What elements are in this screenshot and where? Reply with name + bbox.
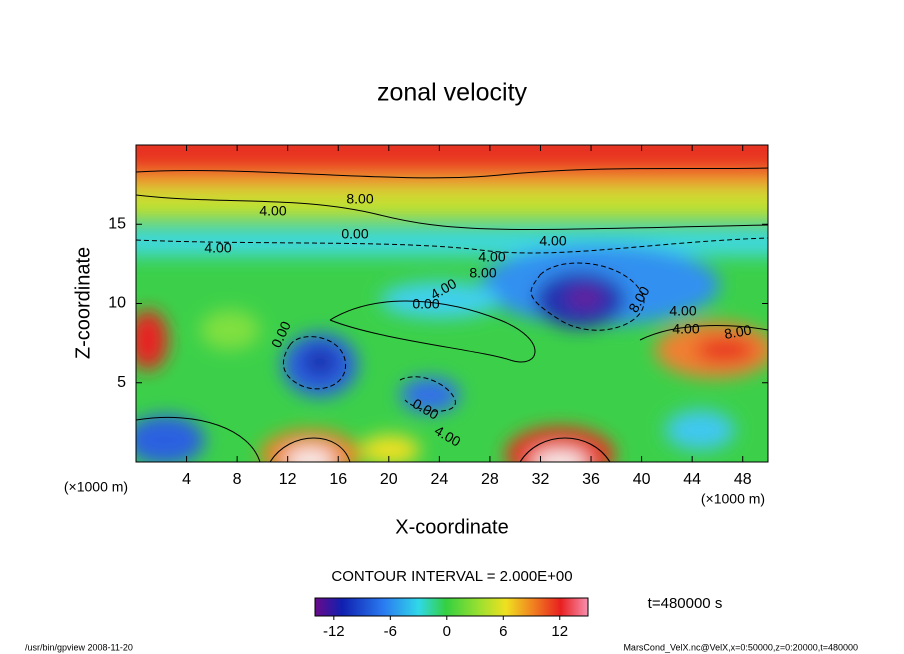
x-unit: (×1000 m) [64, 479, 128, 495]
contour-label: 4.00 [539, 233, 566, 249]
x-tick-label: 32 [532, 471, 550, 488]
x-tick-label: 16 [329, 471, 347, 488]
contour-label: 4.00 [478, 249, 505, 265]
x-tick-label: 4 [182, 471, 191, 488]
contour-label: 4.00 [204, 240, 231, 256]
chart-title: zonal velocity [377, 79, 528, 107]
contour-label: 8.00 [346, 191, 373, 207]
contour-label: 0.00 [412, 296, 439, 312]
contour-label: 4.00 [672, 321, 699, 337]
x-axis-label: X-coordinate [395, 516, 508, 538]
colorbar-tick-label: -6 [384, 623, 397, 640]
contour-label: 4.00 [259, 203, 286, 219]
contour-label: 0.00 [341, 226, 368, 242]
contour-interval: CONTOUR INTERVAL = 2.000E+00 [331, 568, 572, 585]
x-tick-label: 24 [430, 471, 448, 488]
x-tick-label: 40 [633, 471, 651, 488]
footer-left: /usr/bin/gpview 2008-11-20 [25, 642, 133, 652]
time-label: t=480000 s [648, 595, 723, 612]
x-tick-label: 36 [582, 471, 600, 488]
x-tick-label: 20 [380, 471, 398, 488]
x-unit: (×1000 m) [701, 491, 765, 507]
colorbar-tick-label: 12 [551, 623, 568, 640]
x-tick-label: 28 [481, 471, 499, 488]
y-axis-label: Z-coordinate [72, 247, 94, 359]
y-tick-label: 5 [117, 374, 126, 391]
contour-label: 8.00 [723, 321, 753, 342]
colorbar-tick-label: -12 [323, 623, 345, 640]
footer-right: MarsCond_VelX.nc@VelX,x=0:50000,z=0:2000… [623, 642, 858, 652]
colorbar-tick-label: 0 [443, 623, 451, 640]
x-tick-label: 8 [233, 471, 242, 488]
contour-field [136, 145, 768, 462]
x-tick-label: 48 [734, 471, 752, 488]
x-tick-label: 12 [279, 471, 297, 488]
y-tick-label: 15 [108, 215, 126, 232]
colorbar-tick-label: 6 [499, 623, 507, 640]
y-tick-label: 10 [108, 295, 126, 312]
contour-label: 4.00 [669, 303, 696, 319]
colorbar [314, 597, 589, 617]
x-tick-label: 44 [683, 471, 701, 488]
contour-label: 8.00 [469, 265, 496, 281]
